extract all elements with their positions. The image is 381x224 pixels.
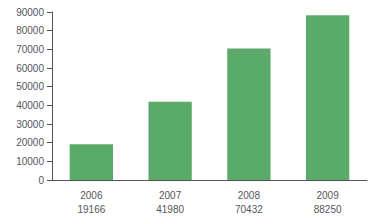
svg-text:19166: 19166 bbox=[77, 204, 105, 215]
svg-text:2007: 2007 bbox=[159, 190, 182, 201]
svg-text:2006: 2006 bbox=[80, 190, 103, 201]
svg-text:60000: 60000 bbox=[16, 63, 44, 74]
svg-text:41980: 41980 bbox=[156, 204, 184, 215]
svg-text:40000: 40000 bbox=[16, 100, 44, 111]
svg-text:20000: 20000 bbox=[16, 137, 44, 148]
svg-text:2009: 2009 bbox=[317, 190, 340, 201]
svg-text:90000: 90000 bbox=[16, 7, 44, 18]
svg-text:0: 0 bbox=[38, 175, 44, 186]
svg-text:2008: 2008 bbox=[238, 190, 261, 201]
svg-text:10000: 10000 bbox=[16, 156, 44, 167]
svg-text:80000: 80000 bbox=[16, 25, 44, 36]
svg-text:30000: 30000 bbox=[16, 119, 44, 130]
svg-text:88250: 88250 bbox=[314, 204, 342, 215]
svg-text:50000: 50000 bbox=[16, 81, 44, 92]
svg-text:70432: 70432 bbox=[235, 204, 263, 215]
svg-text:70000: 70000 bbox=[16, 44, 44, 55]
